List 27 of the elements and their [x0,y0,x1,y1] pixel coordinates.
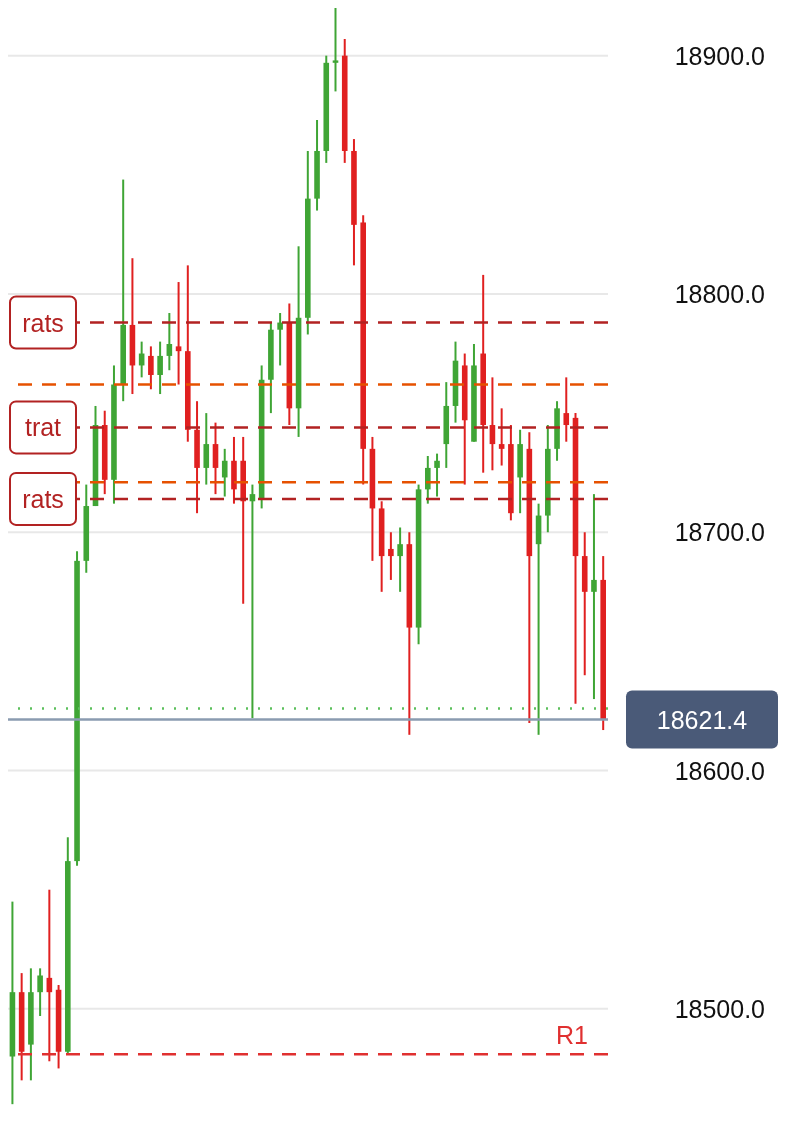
ref-line-label: rats [22,484,64,513]
candlestick [37,967,43,1017]
candlestick [425,455,431,505]
candlestick [397,526,403,593]
candlestick [175,281,182,386]
ref-line-label: R1 [556,1021,588,1050]
y-tick-label: 18500.0 [674,994,765,1023]
candlestick [166,312,173,372]
y-tick-label: 18900.0 [674,41,765,70]
candlestick [277,312,283,367]
ref-line-label: 18621.4 [656,705,748,734]
y-tick-label: 18600.0 [674,756,765,785]
candlestick [157,340,163,396]
candlestick [148,345,154,391]
candlestick [498,407,505,467]
candlestick [388,531,394,581]
candlestick [563,376,570,443]
y-tick-label: 18700.0 [674,518,765,547]
candlestick [212,421,219,496]
candlestick [332,8,339,93]
candlestick [434,452,440,498]
ref-line-label: trat [24,413,62,442]
y-tick-label: 18800.0 [674,279,765,308]
ref-line-label: rats [22,308,64,337]
candlestick [591,493,597,701]
candlestick [203,412,210,486]
candlestick [221,447,228,498]
